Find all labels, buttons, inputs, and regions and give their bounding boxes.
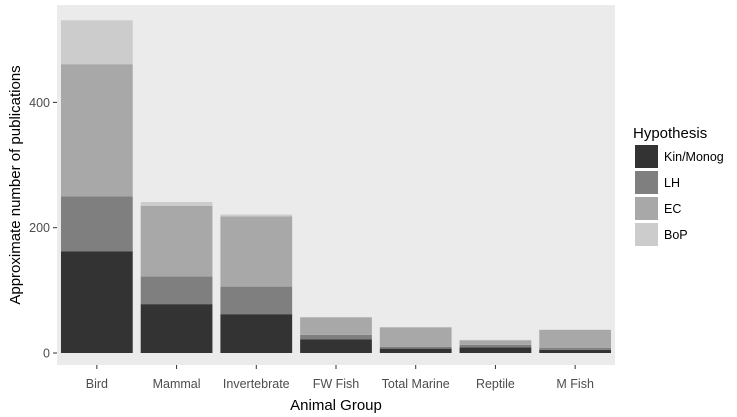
bar-segment (140, 276, 213, 305)
y-axis-title: Approximate number of publications (7, 65, 24, 304)
bar-segment (220, 216, 293, 287)
bar-segment (140, 205, 213, 277)
bar-segment (459, 339, 532, 341)
x-tick-label: Total Marine (382, 377, 450, 391)
legend-key (635, 197, 658, 220)
legend-label: BoP (664, 228, 688, 242)
legend-title: Hypothesis (633, 125, 707, 142)
legend-label: EC (664, 202, 681, 216)
bar-segment (300, 317, 372, 335)
bar-segment (60, 20, 133, 65)
y-tick-label: 200 (29, 221, 50, 235)
x-axis-title: Animal Group (290, 397, 382, 414)
bar-segment (220, 286, 293, 315)
bar-segment (60, 196, 133, 252)
bar-segment (539, 347, 612, 350)
x-axis: Bird Mammal Invertebrate FW Fish Total Marin… (86, 365, 594, 391)
bar-segment (60, 251, 133, 353)
x-tick-label: FW Fish (313, 377, 360, 391)
bar-segment (459, 340, 532, 345)
bar-segment (459, 347, 532, 353)
x-tick-label: M Fish (556, 377, 594, 391)
bar-segment (379, 327, 452, 347)
bar-segment (300, 334, 372, 340)
legend-key (635, 145, 658, 168)
bar-segment (220, 314, 293, 353)
bars (60, 20, 612, 353)
bar-segment (140, 304, 213, 353)
legend-label: Kin/Monog (664, 150, 724, 164)
bar-segment (140, 202, 213, 206)
bar-segment (539, 349, 612, 353)
bar-segment (379, 346, 452, 349)
legend-key (635, 171, 658, 194)
bar-segment (379, 348, 452, 353)
y-tick-label: 0 (43, 347, 50, 361)
bar-segment (60, 64, 133, 197)
legend-label: LH (664, 176, 680, 190)
legend: Hypothesis Kin/Monog LH EC BoP (633, 125, 724, 246)
legend-key (635, 223, 658, 246)
x-tick-label: Invertebrate (223, 377, 290, 391)
y-tick-label: 400 (29, 96, 50, 110)
bar-segment (220, 214, 293, 217)
x-tick-label: Reptile (476, 377, 515, 391)
x-tick-label: Bird (86, 377, 108, 391)
bar-segment (459, 344, 532, 348)
y-axis: 0 200 400 (29, 96, 57, 361)
bar-segment (300, 339, 372, 353)
x-tick-label: Mammal (153, 377, 201, 391)
bar-segment (539, 329, 612, 348)
